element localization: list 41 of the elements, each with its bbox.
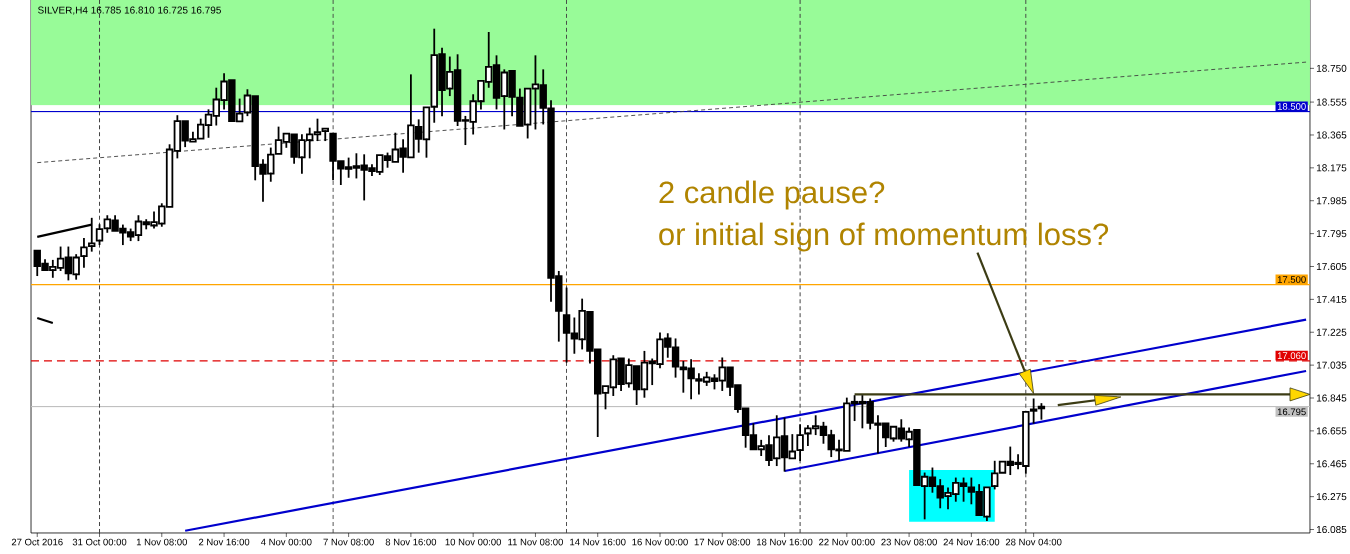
x-tick-label: 11 Nov 08:00	[508, 538, 563, 546]
x-tick-label: 24 Nov 16:00	[943, 538, 1000, 546]
x-tick-label: 16 Nov 00:00	[632, 538, 688, 546]
x-tick-label: 1 Nov 08:00	[136, 538, 188, 546]
y-tick-label: 16.275	[1316, 493, 1347, 501]
candlestick	[80, 237, 88, 268]
ref-line-label: 16.795	[1277, 408, 1306, 416]
candlestick	[796, 424, 804, 462]
y-tick-label: 16.085	[1316, 525, 1347, 534]
y-tick-label: 18.175	[1316, 164, 1347, 172]
y-tick-label: 18.365	[1316, 131, 1347, 139]
y-tick-label: 18.555	[1316, 98, 1347, 106]
x-tick-label: 31 Oct 00:00	[72, 538, 127, 546]
x-tick-label: 17 Nov 08:00	[694, 538, 751, 546]
y-tick-label: 16.655	[1316, 427, 1347, 435]
y-tick-label: 17.035	[1316, 361, 1347, 369]
y-tick-label: 16.465	[1316, 460, 1347, 468]
ref-line-label: 17.500	[1277, 276, 1306, 283]
y-tick-label: 18.750	[1316, 64, 1347, 72]
x-tick-label: 8 Nov 16:00	[385, 538, 437, 546]
x-tick-label: 27 Oct 2016	[11, 538, 63, 546]
x-tick-label: 7 Nov 08:00	[323, 538, 374, 546]
y-tick-label: 17.415	[1316, 295, 1347, 303]
x-tick-label: 2 Nov 16:00	[198, 538, 250, 546]
annotation: 2 candle pause?	[659, 180, 885, 210]
x-tick-label: 28 Nov 04:00	[1005, 538, 1062, 546]
ref-line-label: 18.500	[1277, 103, 1306, 110]
text: SILVER,H4 16.785 16.810 16.725 16.795	[38, 6, 221, 15]
y-tick-label: 17.985	[1316, 197, 1347, 205]
y-tick-label: 17.605	[1316, 262, 1347, 271]
x-tick-label: 14 Nov 16:00	[570, 538, 626, 546]
x-tick-label: 23 Nov 08:00	[881, 538, 937, 546]
x-tick-label: 10 Nov 00:00	[445, 538, 502, 546]
y-tick-label: 17.225	[1316, 328, 1347, 336]
x-tick-label: 18 Nov 16:00	[757, 538, 813, 546]
ref-line-label: 17.060	[1277, 352, 1306, 359]
x-tick-label: 4 Nov 00:00	[260, 538, 312, 546]
y-tick-label: 16.845	[1316, 394, 1347, 402]
y-tick-label: 17.795	[1316, 230, 1347, 238]
annotation: or initial sign of momentum loss?	[659, 222, 1109, 252]
x-tick-label: 22 Nov 00:00	[819, 538, 875, 546]
